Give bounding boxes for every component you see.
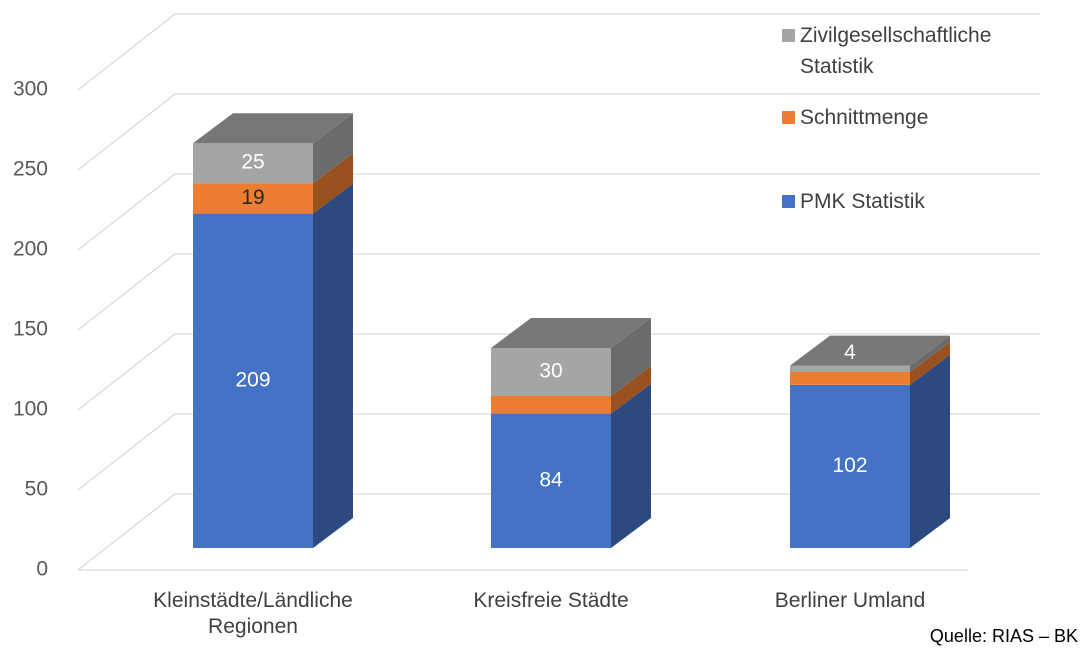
y-tick-label: 0: [36, 558, 48, 581]
legend-item: PMK Statistik: [782, 186, 1062, 217]
bar: [790, 372, 910, 385]
bar-side: [313, 113, 353, 184]
legend-item: Zivilgesellschaftliche Statistik: [782, 20, 1062, 82]
y-tick-label: 250: [13, 158, 48, 181]
bar-side: [910, 354, 950, 548]
bar-segment: [491, 318, 651, 396]
grid-line: [77, 413, 1040, 491]
bar-segment: [790, 335, 950, 372]
y-tick-label: 50: [25, 478, 48, 501]
grid-line: [77, 93, 1040, 171]
grid-line: [77, 493, 1040, 571]
y-tick-label: 100: [13, 398, 48, 421]
bar-segment: [491, 383, 651, 548]
legend-label: Schnittmenge: [800, 106, 929, 129]
bar-top: [193, 113, 353, 144]
legend-swatch: [782, 111, 795, 124]
bar-segment: [193, 183, 353, 548]
value-label: 84: [539, 468, 563, 491]
grid-line: [77, 13, 1040, 91]
value-label: 19: [241, 186, 264, 209]
value-label: 102: [832, 454, 867, 477]
legend-item: Schnittmenge: [782, 102, 1062, 133]
bar: [491, 348, 611, 396]
value-label: 209: [235, 368, 270, 391]
value-label: 4: [844, 341, 856, 364]
bar: [790, 365, 910, 372]
bar-segment: [790, 342, 950, 385]
bar-side: [910, 335, 950, 372]
bar-segment: [193, 113, 353, 184]
bar-side: [611, 383, 651, 548]
x-tick-label: Kleinstädte/Ländliche Regionen: [153, 589, 353, 638]
legend-label: Zivilgesellschaftliche Statistik: [800, 24, 992, 78]
bar: [491, 413, 611, 548]
y-tick-label: 200: [13, 238, 48, 261]
bar-side: [910, 342, 950, 385]
bar-side: [611, 318, 651, 396]
source: Quelle: RIAS – BK: [929, 626, 1078, 646]
bar: [790, 384, 910, 548]
bar-segment: [790, 354, 950, 548]
grid-line: [77, 253, 1040, 331]
bar: [193, 143, 313, 184]
bar-side: [313, 183, 353, 548]
x-tick-label: Berliner Umland: [774, 589, 926, 612]
bar-top: [491, 318, 651, 348]
bar-side: [611, 366, 651, 414]
grid-line: [77, 333, 1040, 411]
legend-swatch: [782, 29, 795, 42]
y-tick-label: 150: [13, 318, 48, 341]
value-label: 25: [241, 151, 264, 174]
bar: [193, 183, 313, 214]
y-tick-label: 300: [13, 78, 48, 101]
legend-label: PMK Statistik: [800, 190, 925, 213]
x-tick-label: Kreisfreie Städte: [473, 589, 629, 612]
bar-top: [790, 335, 950, 366]
bar-side: [313, 153, 353, 214]
bar: [491, 396, 611, 414]
value-label: 30: [539, 360, 562, 383]
grid-line: [77, 173, 1040, 251]
legend-swatch: [782, 195, 795, 208]
bar-segment: [491, 366, 651, 414]
bar: [193, 213, 313, 548]
bar-segment: [193, 153, 353, 214]
